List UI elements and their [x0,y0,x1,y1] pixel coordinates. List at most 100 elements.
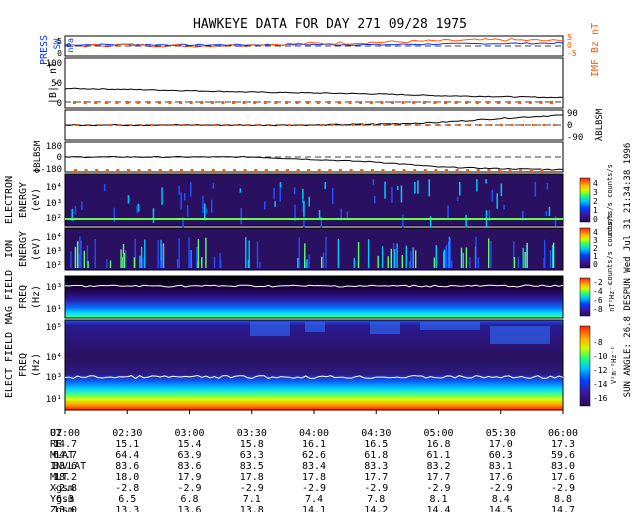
lambda-orange-dot [341,124,344,126]
b-orange-dot [486,101,490,104]
electron-streak [546,183,549,190]
ephemeris-value: -2.9 [551,483,575,494]
electron-tick-1e3: 10³ [46,199,62,209]
electron-streak [488,209,491,221]
ephemeris-value: 15.4 [177,439,201,450]
b-orange-dot [518,101,522,104]
lambda-orange-dot [277,124,281,126]
ion-streak [381,246,384,268]
ion-spectrogram [64,227,564,271]
ion-streak [160,239,162,268]
electron-streak [293,187,296,195]
ion-streak [304,243,306,268]
ephemeris-value: -2.8 [115,483,139,494]
ephemeris-label: Zgsm [50,505,74,512]
ephemeris-value: 17.7 [364,472,388,483]
b-orange-dot [179,101,182,104]
lambda-orange-dot [425,124,429,126]
imf-label: IMF Bz nT [590,23,601,77]
phi-orange-dot [434,169,438,171]
x-axis-ticks [64,410,564,414]
lambda-orange-dot [139,124,143,126]
ephemeris-value: 7.4 [305,494,323,505]
b-orange-dot [115,101,119,104]
ion-streak [245,237,247,268]
ion-streak [449,238,451,268]
electron-streak [414,182,416,194]
ephemeris-value: 18.0 [115,472,139,483]
lambda-orange-dot [351,124,355,126]
electron-cb-tick-1: 1 [593,206,598,215]
electron-streak [485,179,487,184]
ephemeris-value: 17.6 [489,472,513,483]
ion-streak [526,242,528,268]
ion-streak [488,238,490,268]
lambda-orange-dot [447,124,450,126]
ion-streak [448,236,451,268]
ion-cb-tick-2: 2 [593,244,598,253]
ion-streak [86,245,89,268]
electron-streak [239,188,242,193]
b-orange-dot [136,101,140,104]
phi-orange-dot [339,169,342,171]
phi-orange-dot [413,169,417,171]
b-tick-0: 0 [57,99,62,109]
lambda-orange-dot [129,124,132,126]
phi-orange-dot [275,169,279,171]
ephemeris-value: -2.9 [489,483,513,494]
ephemeris-value: 14.7 [551,505,575,512]
lambda-orange-dot [266,124,270,126]
electron-streak [74,205,77,215]
lambda-orange-dot [394,124,397,126]
ion-tick-1e4: 10⁴ [46,233,62,243]
press-series-line [64,41,564,47]
electron-streak [180,192,182,210]
b-orange-dot [295,101,299,104]
electron-streak [402,214,404,229]
ion-streak [70,251,72,268]
mag-spectrogram [64,275,564,319]
electron-cb-tick-0: 0 [593,215,598,224]
ion-streak [157,240,159,268]
ion-streak [525,244,528,268]
ephemeris-label: INVLAT [50,461,86,472]
b-panel-frame [64,57,564,109]
electron-streak [548,206,551,216]
ion-tick-1e3: 10³ [46,247,62,257]
lambda-orange-dot [256,124,260,126]
press-ylabel-1: PRESS [39,35,50,65]
ion-streak [357,242,360,268]
b-orange-dot [369,101,373,104]
lambda-orange-dot [510,124,514,126]
b-orange-dot [210,101,214,104]
mag-cb-label: nT²Hz⁻¹ [608,282,616,312]
ion-streak [125,250,127,268]
lambda-orange-dot [309,124,313,126]
ion-streak [405,245,407,268]
ephemeris-value: 16.8 [426,439,450,450]
b-orange-dot [221,101,225,104]
lambda-orange-dot [288,124,291,126]
electron-streak [340,208,342,220]
electron-streak [303,200,305,217]
phi-orange-dot [233,169,236,171]
press-tick-0: 0 [57,49,62,58]
lambda-orange-dot [531,124,535,126]
ephemeris-value: 8.4 [492,494,510,505]
b-orange-dot [444,101,447,104]
ion-streak [513,256,516,268]
lambda-orange-dot [542,124,546,126]
ephemeris-value: 02:30 [112,428,142,439]
phi-orange-dot [137,169,141,171]
ion-streak [513,241,515,268]
ion-streak [123,253,126,268]
lambda-orange-dot [171,124,175,126]
ion-streak [322,252,325,268]
phi-orange-dot [540,169,544,171]
ion-streak [144,239,146,268]
ephemeris-value: 17.8 [302,472,326,483]
efield-ylabel-1: ELECT FIELD [4,332,15,398]
b-orange-dot [126,101,129,104]
ion-cb-tick-4: 4 [593,228,598,237]
lambda-orange-dot [192,124,196,126]
